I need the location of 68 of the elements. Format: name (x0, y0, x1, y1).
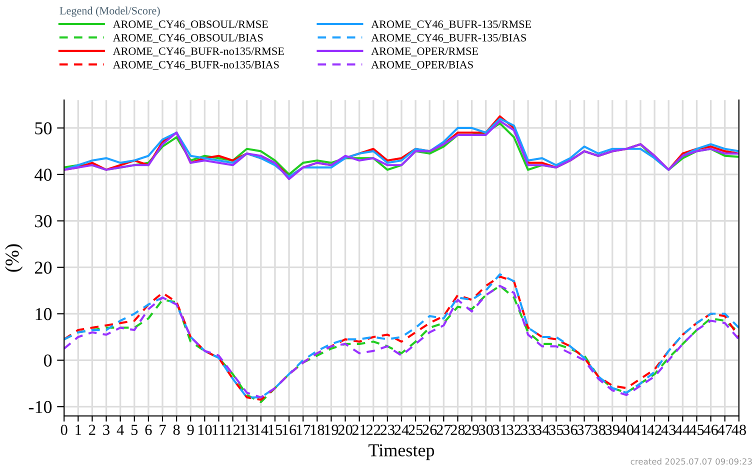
y-tick-label: 30 (35, 215, 52, 228)
x-tick-label: 16 (282, 424, 296, 436)
x-tick-label: 38 (591, 424, 606, 436)
x-tick-label: 18 (310, 424, 324, 436)
x-tick-label: 12 (226, 424, 240, 435)
x-tick-label: 17 (296, 424, 310, 435)
x-tick-label: 11 (212, 424, 226, 435)
x-tick-label: 7 (160, 424, 166, 435)
x-tick-label: 32 (507, 424, 521, 436)
x-tick-label: 0 (60, 424, 68, 436)
x-tick-label: 22 (366, 424, 380, 435)
x-tick-label: 24 (394, 424, 409, 435)
y-tick-label: -10 (28, 400, 52, 414)
x-axis-title: Timestep (368, 444, 434, 460)
x-tick-label: 45 (689, 424, 704, 436)
x-tick-label: 1 (76, 424, 82, 435)
x-tick-label: 3 (103, 424, 110, 436)
x-tick-label: 28 (450, 424, 465, 436)
x-tick-label: 46 (703, 424, 718, 436)
y-axis-title: (%) (5, 244, 23, 272)
x-tick-label: 13 (240, 424, 254, 436)
x-tick-label: 33 (521, 424, 536, 436)
x-tick-label: 20 (338, 424, 352, 436)
text: created 2025.07.07 09:09:23 (630, 458, 752, 465)
x-tick-label: 14 (254, 424, 268, 435)
x-tick-label: 4 (116, 424, 124, 435)
legend-label: AROME_CY46_BUFR-135/BIAS (371, 34, 526, 43)
x-tick-label: 23 (380, 424, 394, 436)
x-tick-label: 5 (131, 424, 138, 436)
y-tick-label: 10 (36, 308, 52, 320)
x-tick-label: 44 (675, 424, 690, 435)
x-tick-label: 34 (535, 424, 550, 436)
x-tick-label: 2 (89, 424, 96, 435)
x-tick-label: 37 (577, 424, 592, 436)
x-tick-label: 9 (187, 424, 194, 436)
x-tick-label: 40 (619, 424, 634, 436)
x-tick-label: 21 (352, 424, 366, 435)
y-tick-label: 20 (35, 262, 52, 274)
legend-label: AROME_CY46_OBSOUL/BIAS (112, 34, 263, 43)
x-tick-label: 41 (633, 424, 648, 435)
x-tick-label: 36 (563, 424, 578, 436)
x-tick-label: 29 (464, 424, 479, 436)
x-tick-label: 43 (661, 424, 676, 436)
x-tick-label: 42 (647, 424, 662, 435)
legend-label: AROME_OPER/BIAS (371, 60, 473, 70)
x-tick-label: 15 (268, 424, 282, 436)
x-tick-label: 10 (198, 424, 212, 436)
legend-label: AROME_CY46_OBSOUL/RMSE (112, 20, 268, 30)
x-tick-label: 26 (422, 424, 437, 436)
y-tick-label: 0 (44, 354, 52, 367)
legend-label: AROME_CY46_BUFR-no135/BIAS (112, 60, 279, 70)
x-tick-label: 30 (478, 424, 493, 436)
legend-label: AROME_CY46_BUFR-no135/RMSE (112, 47, 284, 56)
y-tick-label: 50 (35, 122, 52, 134)
x-tick-label: 6 (145, 424, 152, 436)
x-tick-label: 19 (324, 424, 338, 436)
legend-label: AROME_CY46_BUFR-135/RMSE (371, 20, 532, 30)
y-tick-label: 40 (34, 168, 52, 181)
x-tick-label: 27 (436, 424, 451, 435)
x-tick-label: 48 (732, 424, 746, 436)
x-tick-label: 39 (605, 424, 620, 436)
legend-title: Legend (Model/Score) (60, 6, 160, 17)
x-tick-label: 31 (493, 424, 507, 436)
x-tick-label: 8 (173, 424, 180, 436)
x-tick-label: 47 (718, 424, 732, 435)
x-tick-label: 35 (549, 424, 564, 436)
x-tick-label: 25 (408, 424, 423, 436)
legend-label: AROME_OPER/RMSE (371, 47, 478, 56)
